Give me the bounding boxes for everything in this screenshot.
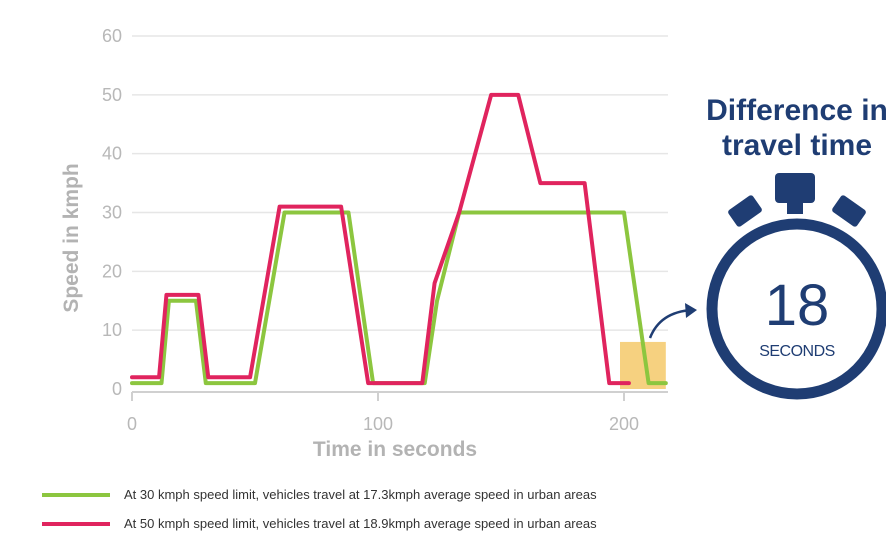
x-tick-label-0: 0 [127,414,137,434]
stopwatch-right-button [832,195,866,227]
stopwatch-left-button [728,195,762,227]
y-tick-label-10: 10 [102,320,122,340]
x-axis-title: Time in seconds [313,438,477,461]
series-line-50kmph [130,92,631,386]
x-tick-label-100: 100 [363,414,393,434]
y-tick-label-60: 60 [102,26,122,46]
arrow-to-timer-icon [648,308,693,339]
legend-label-50kmph: At 50 kmph speed limit, vehicles travel … [124,516,597,531]
y-tick-label-50: 50 [102,85,122,105]
y-tick-label-40: 40 [102,144,122,164]
y-tick-label-30: 30 [102,203,122,223]
x-tick-label-200: 200 [609,414,639,434]
stopwatch-face [706,218,886,400]
stopwatch-crown [775,173,815,203]
y-axis-title: Speed in kmph [60,163,83,312]
stopwatch-icon: Difference in travel time 18 SECONDS [706,94,886,400]
grid-lines [132,35,668,331]
legend: At 30 kmph speed limit, vehicles travel … [42,487,597,531]
axes [131,391,668,401]
y-tick-label-0: 0 [112,379,122,399]
legend-label-30kmph: At 30 kmph speed limit, vehicles travel … [124,487,597,502]
y-tick-labels: 0 10 20 30 40 50 60 [102,26,122,399]
series-line-30kmph [130,210,668,386]
stopwatch-stem [787,200,803,214]
timer-title-line2: travel time [722,129,872,162]
timer-unit: SECONDS [759,343,835,360]
series-lines [130,92,668,386]
y-tick-label-20: 20 [102,261,122,281]
arrow-head-icon [685,303,697,318]
timer-title-line1: Difference in [706,94,886,127]
timer-value: 18 [765,273,830,338]
x-tick-labels: 0 100 200 [127,414,639,434]
